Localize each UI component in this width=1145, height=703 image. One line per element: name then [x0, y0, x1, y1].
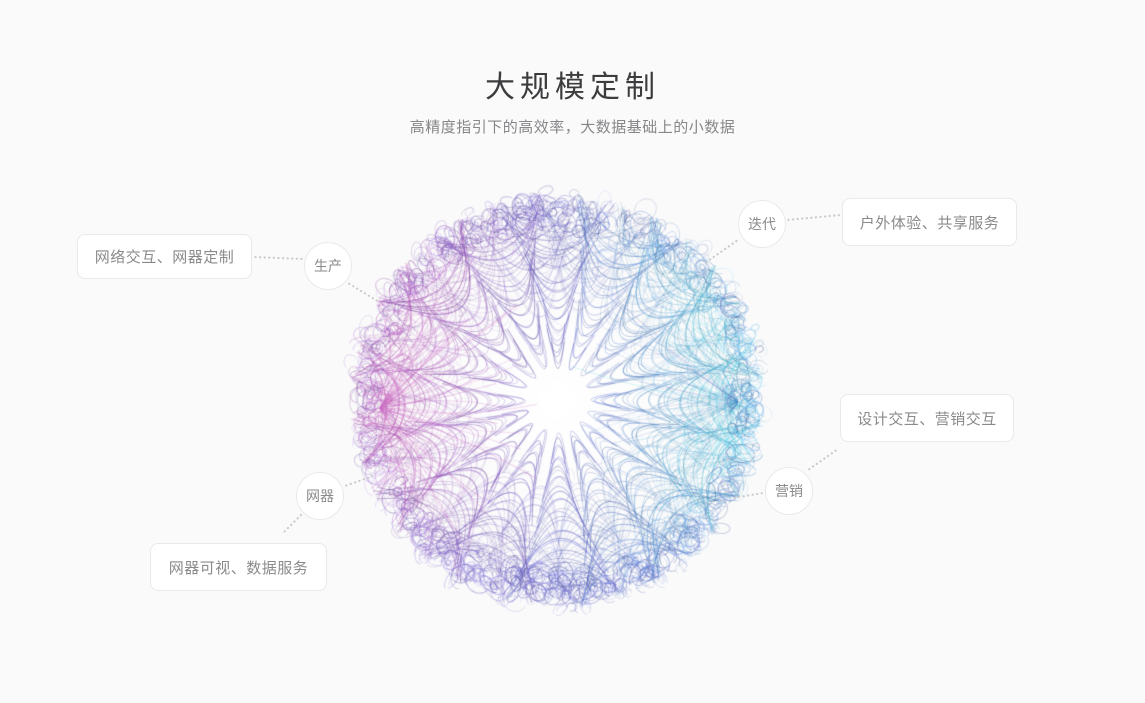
node-smart-device: 网器 [296, 472, 344, 520]
node-label: 生产 [314, 258, 342, 274]
card-label: 网络交互、网器定制 [94, 249, 235, 266]
card-label: 户外体验、共享服务 [859, 214, 1000, 232]
dotted-connector [786, 214, 842, 221]
node-production: 生产 [304, 242, 352, 290]
node-iteration: 迭代 [738, 200, 786, 248]
node-label: 网器 [306, 488, 334, 504]
card-network-interaction: 网络交互、网器定制 [77, 234, 252, 279]
card-outdoor-experience: 户外体验、共享服务 [842, 198, 1017, 246]
card-label: 网器可视、数据服务 [168, 559, 309, 577]
dotted-connector [807, 448, 839, 471]
dotted-connector [253, 256, 304, 260]
dotted-connector [281, 513, 303, 535]
card-device-visualization: 网器可视、数据服务 [150, 543, 327, 591]
card-design-interaction: 设计交互、营销交互 [840, 394, 1014, 442]
node-marketing: 营销 [765, 467, 813, 515]
card-label: 设计交互、营销交互 [857, 410, 997, 428]
page-subtitle: 高精度指引下的高效率，大数据基础上的小数据 [409, 119, 736, 136]
page-title: 大规模定制 [485, 71, 660, 104]
particle-sphere-visualization [338, 180, 778, 620]
node-label: 营销 [775, 483, 803, 499]
node-label: 迭代 [748, 216, 776, 232]
